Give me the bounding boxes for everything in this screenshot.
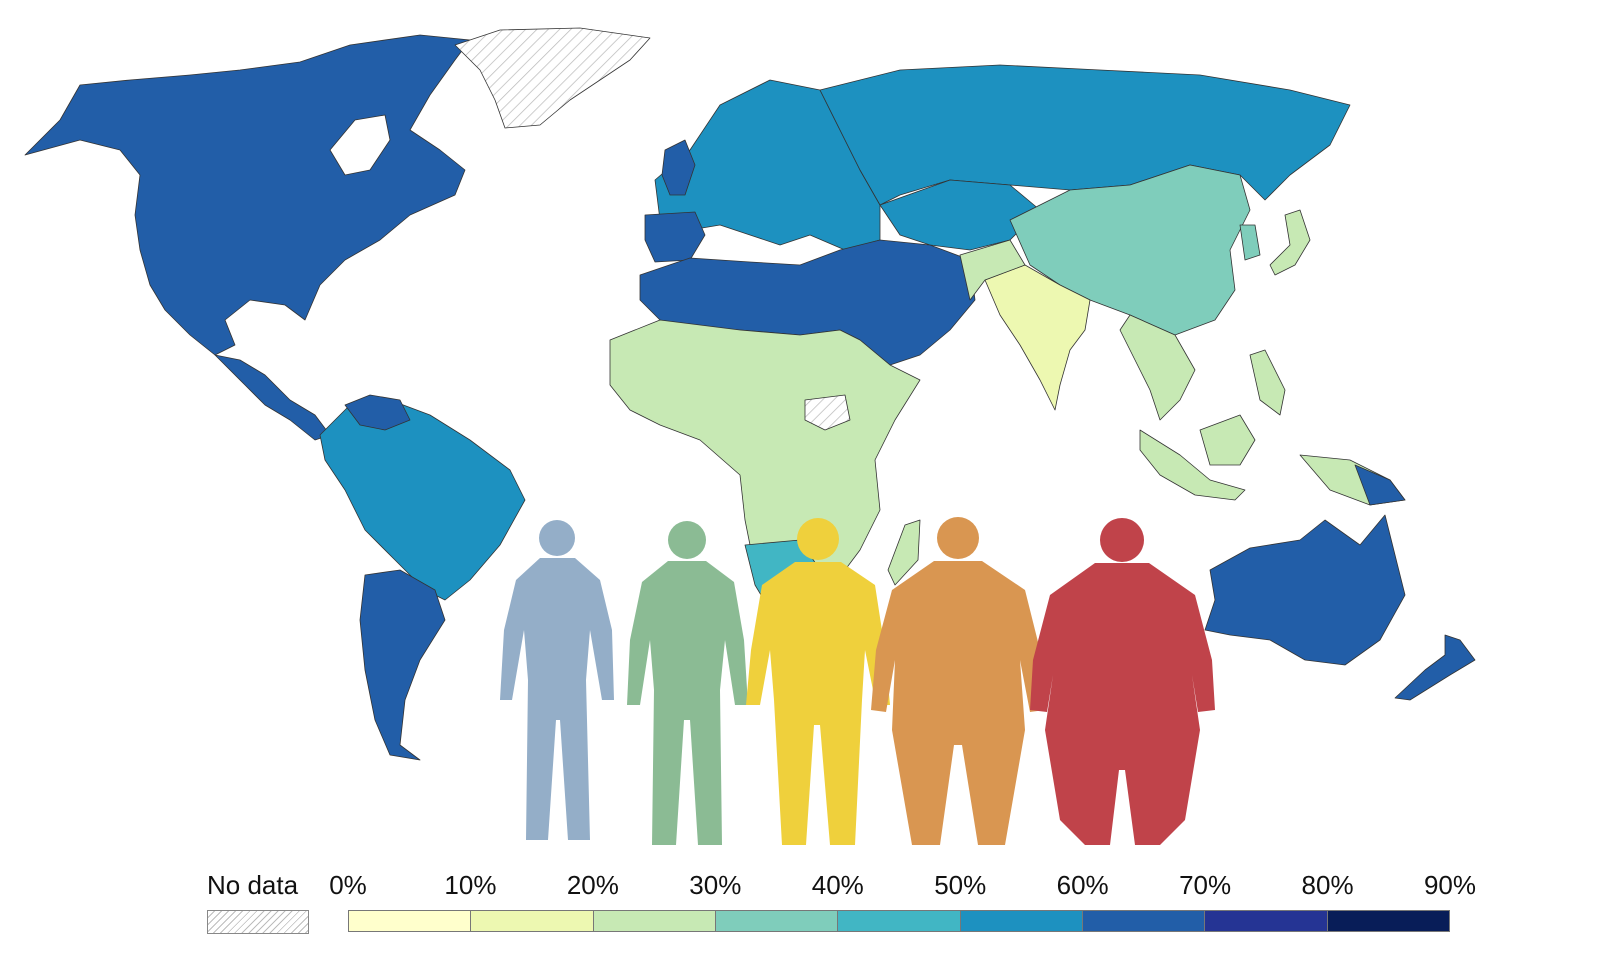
indonesia-region <box>1139 429 1246 501</box>
north-america-region <box>24 34 471 356</box>
legend-segment-3 <box>714 911 838 931</box>
argentina-chile-region <box>359 569 446 761</box>
pakistan-region <box>959 239 1026 301</box>
uk-region <box>661 139 696 196</box>
sub-saharan-africa-region <box>609 319 921 616</box>
figure-overweight <box>746 518 890 845</box>
india-region <box>984 264 1091 411</box>
legend-segment-2 <box>592 911 715 931</box>
figure-underweight <box>500 520 614 840</box>
borneo-region <box>1199 414 1256 466</box>
legend-segment-4 <box>837 911 960 931</box>
madagascar-region <box>887 519 921 586</box>
figure-extremely-obese <box>1030 518 1215 845</box>
south-sudan-region <box>804 394 851 431</box>
legend-tick-label: 20% <box>566 870 619 900</box>
legend-segment-0 <box>349 911 471 931</box>
legend-segment-6 <box>1081 911 1205 931</box>
legend-segment-1 <box>470 911 593 931</box>
legend-tick-label: 70% <box>1179 870 1232 900</box>
figure-obese <box>871 517 1045 845</box>
legend-tick-label: 60% <box>1056 870 1109 900</box>
venezuela-region <box>344 394 411 431</box>
papua-new-guinea-region <box>1354 464 1406 506</box>
new-zealand-region <box>1394 634 1476 701</box>
legend-segment-5 <box>959 911 1082 931</box>
no-data-label: No data <box>207 870 299 900</box>
korea-region <box>1239 224 1261 261</box>
philippines-region <box>1249 349 1286 416</box>
greenland-region <box>454 27 651 129</box>
legend-tick-label: 90% <box>1423 870 1477 900</box>
legend-tick-label: 0% <box>329 870 367 900</box>
legend-segment-7 <box>1204 911 1327 931</box>
south-america-region <box>319 399 526 601</box>
hudson-bay-water <box>329 114 391 176</box>
japan-region <box>1269 209 1311 276</box>
legend-tick-label: 80% <box>1301 870 1354 900</box>
legend-tick-label: 10% <box>444 870 497 900</box>
legend-segment-8 <box>1326 911 1449 931</box>
figure-normal <box>627 521 748 845</box>
legend-tick-label: 50% <box>934 870 987 900</box>
southeast-asia-region <box>1119 314 1196 421</box>
no-data-swatch <box>207 910 309 934</box>
legend-tick-label: 30% <box>689 870 742 900</box>
legend-color-scale <box>348 910 1450 932</box>
australia-region <box>1204 514 1406 666</box>
legend-tick-label: 40% <box>811 870 864 900</box>
